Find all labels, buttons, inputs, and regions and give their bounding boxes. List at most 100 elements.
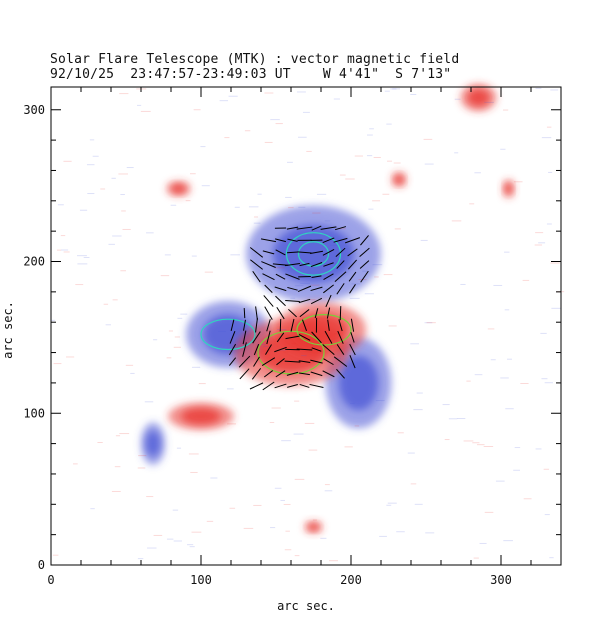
noise-speckle bbox=[384, 90, 390, 92]
noise-speckle bbox=[275, 123, 283, 125]
noise-speckle bbox=[137, 104, 142, 106]
noise-speckle bbox=[337, 228, 346, 230]
negative-region-core bbox=[273, 224, 354, 284]
noise-speckle bbox=[349, 297, 360, 299]
noise-speckle bbox=[57, 204, 64, 206]
field-vector bbox=[228, 343, 237, 356]
noise-speckle bbox=[386, 504, 392, 506]
noise-speckle bbox=[368, 208, 374, 210]
noise-speckle bbox=[126, 167, 134, 169]
field-vector bbox=[344, 237, 361, 244]
noise-speckle bbox=[210, 477, 218, 479]
noise-speckle bbox=[540, 332, 547, 334]
noise-speckle bbox=[538, 242, 546, 244]
field-vector bbox=[339, 306, 342, 321]
noise-speckle bbox=[52, 554, 59, 556]
noise-speckle bbox=[153, 534, 163, 536]
field-vector bbox=[287, 286, 298, 291]
field-vector bbox=[314, 308, 319, 319]
noise-speckle bbox=[373, 156, 381, 158]
field-vector bbox=[334, 226, 347, 231]
noise-speckle bbox=[454, 98, 461, 100]
noise-speckle bbox=[60, 249, 69, 251]
field-vector bbox=[286, 371, 299, 376]
noise-speckle bbox=[544, 382, 553, 384]
field-vector bbox=[249, 382, 264, 390]
noise-speckle bbox=[63, 160, 72, 162]
noise-speckle bbox=[191, 531, 202, 533]
noise-speckle bbox=[226, 388, 234, 390]
field-vector bbox=[285, 262, 300, 267]
noise-speckle bbox=[551, 307, 561, 309]
noise-speckle bbox=[375, 400, 385, 402]
noise-speckle bbox=[535, 232, 544, 234]
field-vector bbox=[336, 283, 345, 295]
noise-speckle bbox=[281, 440, 291, 442]
transverse-field-vectors bbox=[228, 225, 370, 391]
noise-speckle bbox=[119, 93, 129, 95]
field-vector bbox=[262, 273, 275, 281]
noise-speckle bbox=[474, 172, 481, 174]
noise-speckle bbox=[448, 418, 458, 420]
noise-speckle bbox=[513, 469, 521, 471]
field-vector bbox=[311, 275, 322, 278]
noise-speckle bbox=[300, 282, 310, 284]
noise-speckle bbox=[228, 95, 238, 97]
noise-speckle bbox=[103, 303, 109, 305]
noise-speckle bbox=[166, 357, 172, 359]
noise-speckle bbox=[130, 372, 135, 374]
noise-speckle bbox=[505, 408, 514, 410]
field-vector bbox=[230, 319, 235, 331]
noise-speckle bbox=[410, 483, 417, 485]
noise-speckle bbox=[176, 447, 182, 449]
noise-speckle bbox=[270, 119, 280, 121]
noise-speckle bbox=[253, 504, 262, 506]
noise-speckle bbox=[503, 540, 513, 542]
field-vector bbox=[264, 284, 273, 293]
field-vector bbox=[296, 348, 313, 351]
noise-speckle bbox=[286, 161, 293, 163]
field-vector bbox=[243, 319, 246, 331]
noise-speckle bbox=[160, 275, 170, 277]
field-vector bbox=[359, 260, 370, 269]
noise-speckle bbox=[219, 100, 229, 102]
noise-speckle bbox=[65, 356, 75, 358]
noise-speckle bbox=[100, 188, 106, 190]
field-vector bbox=[323, 284, 334, 294]
field-vector bbox=[242, 330, 247, 345]
noise-speckle bbox=[112, 235, 122, 237]
noise-speckle bbox=[294, 285, 304, 287]
noise-speckle bbox=[535, 448, 542, 450]
field-vector bbox=[323, 358, 334, 366]
noise-speckle bbox=[56, 249, 62, 251]
noise-speckle bbox=[362, 270, 368, 272]
negative-region-core bbox=[338, 355, 379, 411]
noise-speckle bbox=[320, 537, 327, 539]
field-vector bbox=[359, 247, 370, 258]
noise-speckle bbox=[270, 527, 276, 529]
field-vector bbox=[350, 332, 355, 343]
noise-speckle bbox=[89, 139, 95, 141]
noise-speckle bbox=[146, 232, 154, 234]
noise-speckle bbox=[243, 527, 254, 529]
noise-speckle bbox=[166, 538, 174, 540]
noise-speckle bbox=[293, 433, 304, 435]
noise-speckle bbox=[414, 503, 423, 505]
x-tick-label: 200 bbox=[340, 573, 362, 587]
noise-speckle bbox=[476, 444, 485, 446]
noise-speckle bbox=[369, 128, 374, 130]
noise-speckle bbox=[60, 235, 66, 237]
field-vector bbox=[297, 285, 312, 292]
field-vector bbox=[348, 271, 357, 282]
positive-region-core bbox=[467, 89, 490, 106]
noise-speckle bbox=[333, 333, 340, 335]
noise-speckle bbox=[473, 557, 479, 559]
noise-speckle bbox=[271, 407, 281, 409]
y-tick-label: 0 bbox=[38, 558, 45, 572]
noise-speckle bbox=[502, 109, 509, 111]
noise-speckle bbox=[121, 210, 126, 212]
positive-region-core bbox=[308, 523, 319, 531]
noise-speckle bbox=[549, 557, 554, 559]
field-vector bbox=[285, 335, 300, 340]
noise-speckle bbox=[253, 222, 261, 224]
